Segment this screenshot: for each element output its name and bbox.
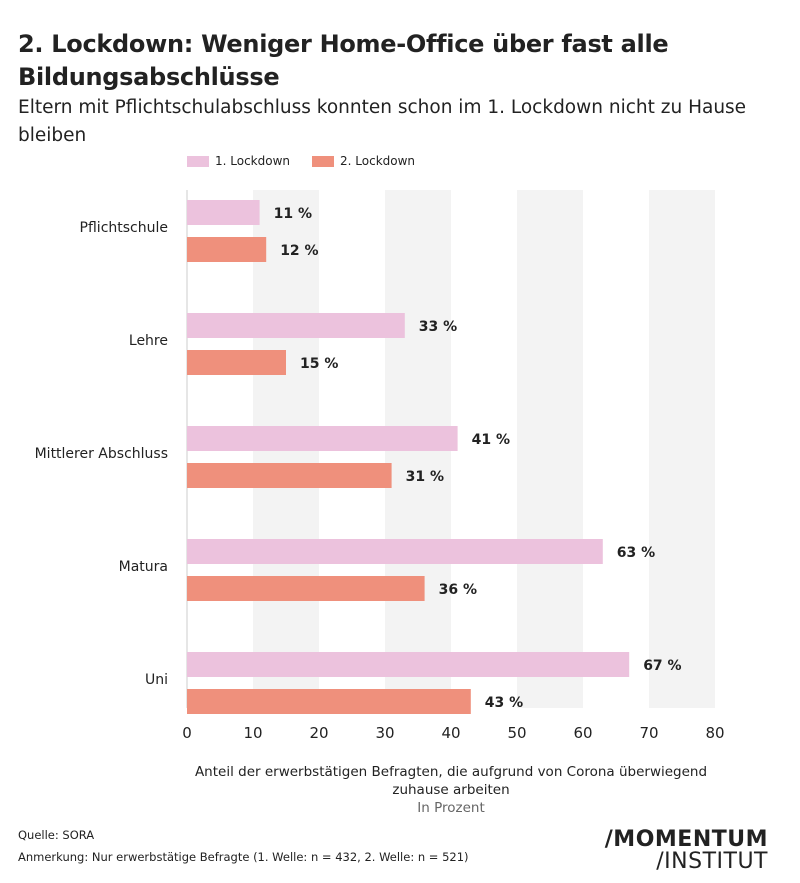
legend-swatch — [312, 156, 335, 167]
grid-band — [649, 190, 715, 708]
data-label: 33 % — [419, 319, 457, 335]
category-label: Lehre — [129, 333, 168, 349]
legend-swatch — [187, 156, 209, 167]
category-label: Matura — [119, 559, 168, 575]
data-label: 36 % — [439, 582, 477, 598]
x-tick-label: 40 — [441, 724, 460, 742]
bar — [187, 426, 458, 451]
bar — [187, 576, 425, 601]
bar — [187, 463, 392, 488]
data-label: 11 % — [274, 206, 312, 222]
data-label: 31 % — [406, 469, 444, 485]
x-axis-label: Anteil der erwerbstätigen Befragten, die… — [187, 763, 715, 817]
bar-chart: 0 10 20 30 40 50 60 70 80 Pflichtschule 11 % 12 % Le… — [35, 190, 725, 742]
category-label: Mittlerer Abschluss — [35, 446, 168, 462]
grid-band — [517, 190, 583, 708]
note: Anmerkung: Nur erwerbstätige Befragte (1… — [18, 850, 469, 864]
x-axis-unit: In Prozent — [417, 800, 485, 816]
x-tick-label: 60 — [573, 724, 592, 742]
bar — [187, 689, 471, 714]
bar — [187, 539, 603, 564]
x-tick-label: 30 — [375, 724, 394, 742]
legend-item-1: 1. Lockdown — [187, 154, 290, 168]
x-tick-label: 70 — [639, 724, 658, 742]
momentum-logo: /MOMENTUM /INSTITUT — [604, 827, 768, 874]
bar — [187, 237, 267, 262]
legend-item-2: 2. Lockdown — [312, 154, 415, 168]
bar — [187, 350, 286, 375]
data-label: 15 % — [300, 356, 338, 372]
x-tick-label: 80 — [705, 724, 724, 742]
data-label: 12 % — [280, 243, 318, 259]
bar — [187, 313, 405, 338]
data-label: 43 % — [485, 695, 523, 711]
x-tick-label: 50 — [507, 724, 526, 742]
legend: 1. Lockdown 2. Lockdown — [187, 154, 415, 168]
x-tick-label: 10 — [243, 724, 262, 742]
data-label: 67 % — [643, 658, 681, 674]
x-tick-label: 0 — [182, 724, 192, 742]
bar — [187, 652, 630, 677]
x-tick-label: 20 — [309, 724, 328, 742]
category-label: Uni — [145, 672, 168, 688]
source: Quelle: SORA — [18, 828, 95, 842]
bar — [187, 200, 260, 225]
data-label: 41 % — [472, 432, 510, 448]
data-label: 63 % — [617, 545, 655, 561]
category-label: Pflichtschule — [80, 220, 168, 236]
chart-subtitle: Eltern mit Pflichtschulabschluss konnten… — [18, 97, 747, 146]
chart-title: 2. Lockdown: Weniger Home-Office über fa… — [18, 30, 669, 91]
